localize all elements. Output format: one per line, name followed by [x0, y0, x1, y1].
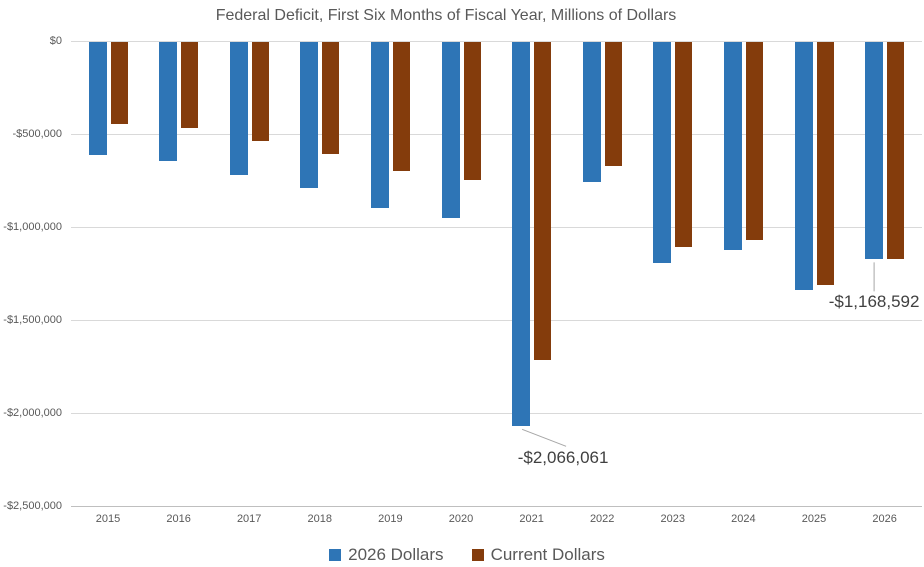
x-axis-tick-label-2026: 2026 [872, 513, 897, 525]
x-axis-tick-label-2020: 2020 [448, 513, 474, 525]
x-axis-tick-label-2022: 2022 [589, 513, 615, 525]
bar-current-dollars-2018 [322, 42, 340, 154]
x-axis-tick-label-2019: 2019 [378, 513, 403, 525]
bar-current-dollars-2024 [745, 42, 763, 241]
chart-title: Federal Deficit, First Six Months of Fis… [215, 7, 677, 24]
bar-2026-dollars-2021 [512, 42, 531, 427]
x-axis-tick-label-2017: 2017 [236, 513, 262, 525]
bar-current-dollars-2017 [251, 42, 269, 141]
y-axis-tick-label: -$1,000,000 [3, 221, 62, 233]
bar-current-dollars-2026 [887, 42, 905, 260]
legend-item-current-dollars: Current Dollars [471, 545, 605, 565]
legend: 2026 Dollars Current Dollars [0, 545, 924, 565]
gridline [71, 134, 922, 135]
y-axis-tick-label: -$500,000 [12, 128, 62, 140]
bar-current-dollars-2021 [534, 42, 552, 361]
legend-label-2026-dollars: 2026 Dollars [348, 545, 444, 564]
bar-current-dollars-2023 [675, 42, 693, 247]
x-axis-tick-label-2021: 2021 [519, 513, 544, 525]
y-axis-tick-label: $0 [49, 35, 62, 47]
gridline [71, 320, 922, 321]
bar-2026-dollars-2015 [88, 42, 107, 155]
x-axis-tick-label-2015: 2015 [95, 513, 121, 525]
bar-current-dollars-2015 [110, 42, 128, 125]
legend-label-current-dollars: Current Dollars [490, 545, 605, 564]
bar-current-dollars-2019 [392, 42, 410, 171]
bar-current-dollars-2022 [604, 42, 622, 167]
gridline [71, 506, 922, 507]
bar-2026-dollars-2023 [653, 42, 672, 264]
legend-swatch-2026-dollars [329, 549, 342, 561]
leader-line-2021 [521, 428, 567, 447]
legend-swatch-current-dollars [471, 549, 484, 561]
x-axis-tick-label-2025: 2025 [801, 513, 827, 525]
bar-current-dollars-2025 [816, 42, 834, 286]
bar-2026-dollars-2018 [300, 42, 319, 188]
y-axis-tick-label: -$2,500,000 [3, 500, 62, 512]
bar-2026-dollars-2024 [723, 42, 742, 251]
data-label-2021: -$2,066,061 [517, 448, 609, 468]
x-axis-tick-label-2016: 2016 [166, 513, 191, 525]
bar-2026-dollars-2025 [794, 42, 813, 291]
gridline [71, 41, 922, 42]
bar-2026-dollars-2026 [865, 42, 884, 260]
gridline [71, 227, 922, 228]
y-axis-tick-label: -$2,000,000 [3, 407, 62, 419]
bar-2026-dollars-2020 [441, 42, 460, 218]
x-axis-tick-label-2018: 2018 [307, 513, 333, 525]
gridline [71, 413, 922, 414]
bar-current-dollars-2020 [463, 42, 481, 181]
data-label-2026: -$1,168,592 [828, 292, 920, 312]
bar-current-dollars-2016 [181, 42, 199, 128]
bar-2026-dollars-2022 [582, 42, 601, 183]
legend-item-2026-dollars: 2026 Dollars [329, 545, 444, 565]
bar-2026-dollars-2017 [229, 42, 248, 175]
x-axis-tick-label-2023: 2023 [660, 513, 686, 525]
y-axis-tick-label: -$1,500,000 [3, 314, 62, 326]
bar-2026-dollars-2016 [159, 42, 178, 161]
x-axis-tick-label-2024: 2024 [731, 513, 756, 525]
bar-2026-dollars-2019 [370, 42, 389, 208]
